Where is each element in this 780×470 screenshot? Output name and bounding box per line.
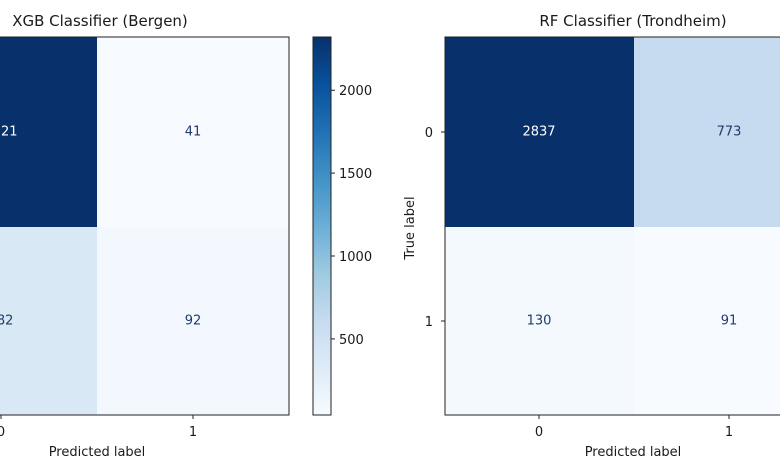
colorbar-tick-label: 1000: [339, 250, 372, 265]
left-cell-1-0: [0, 227, 97, 415]
right-x-axis-label: Predicted label: [585, 445, 682, 460]
left-x-tick-0: 0: [0, 425, 5, 440]
left-cell-0-0: [0, 37, 97, 227]
right-cell-1-0: [445, 227, 634, 415]
right-x-tick-0: 0: [535, 425, 543, 440]
colorbar-gradient: [312, 36, 332, 416]
right-cell-0-1: [634, 37, 780, 227]
right-cell-label-0-0: 2837: [522, 125, 555, 140]
left-cell-1-1: [97, 227, 289, 415]
right-cell-1-1: [634, 227, 780, 415]
right-chart-title: RF Classifier (Trondheim): [539, 12, 726, 30]
colorbar-tick-label: 2000: [339, 84, 372, 99]
colorbar-tick-label: 500: [339, 333, 364, 348]
right-cell-0-0: [445, 37, 634, 227]
right-y-tick-0: 0: [425, 126, 433, 141]
left-cell-0-1: [97, 37, 289, 227]
right-y-axis-label: True label: [403, 196, 418, 260]
right-confusion-matrix: RF Classifier (Trondheim) 2837 773 130 9…: [403, 12, 780, 460]
left-cell-label-0-1: 41: [185, 125, 202, 140]
right-cell-label-1-0: 130: [527, 314, 552, 329]
left-confusion-matrix: XGB Classifier (Bergen) 2321 41 382 92 0…: [0, 12, 290, 460]
left-cell-label-1-0: 382: [0, 314, 13, 329]
left-x-tick-1: 1: [189, 425, 197, 440]
left-chart-title: XGB Classifier (Bergen): [12, 12, 188, 30]
left-cell-label-0-0: 2321: [0, 125, 18, 140]
colorbar: 500 1000 1500 2000: [312, 36, 372, 416]
left-cell-label-1-1: 92: [185, 314, 202, 329]
right-cell-label-0-1: 773: [717, 125, 742, 140]
right-plot-frame: [444, 36, 780, 416]
right-x-tick-1: 1: [725, 425, 733, 440]
left-plot-frame: [0, 36, 290, 416]
right-y-tick-1: 1: [425, 315, 433, 330]
right-cell-label-1-1: 91: [721, 314, 738, 329]
colorbar-tick-label: 1500: [339, 167, 372, 182]
left-x-axis-label: Predicted label: [49, 445, 146, 460]
